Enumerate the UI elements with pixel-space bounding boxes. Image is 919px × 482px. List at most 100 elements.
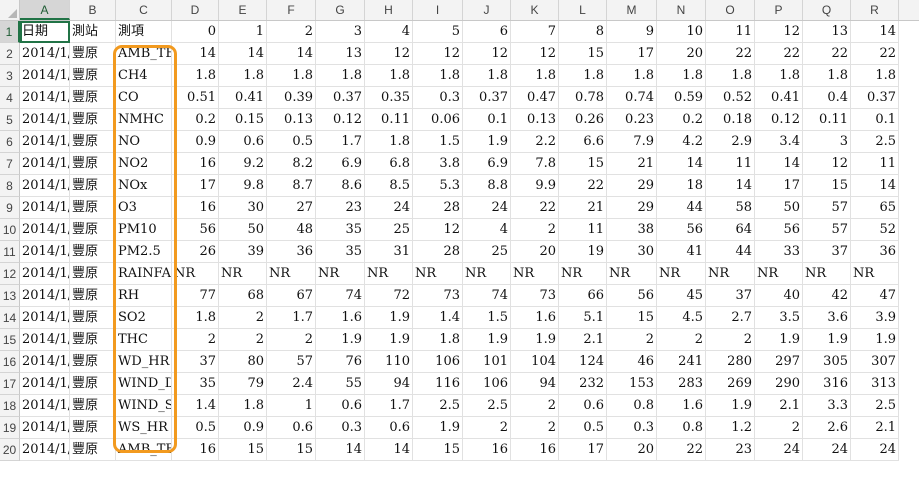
cell-a1[interactable]: 日期 (20, 21, 70, 43)
cell-k19[interactable]: 2 (511, 417, 559, 439)
cell-r9[interactable]: 65 (851, 197, 899, 219)
cell-c10[interactable]: PM10 (116, 219, 172, 241)
cell-l12[interactable]: NR (559, 263, 607, 285)
cell-n3[interactable]: 1.8 (657, 65, 706, 87)
cell-f19[interactable]: 0.6 (267, 417, 316, 439)
cell-k13[interactable]: 73 (511, 285, 559, 307)
cell-k18[interactable]: 2 (511, 395, 559, 417)
cell-d20[interactable]: 16 (172, 439, 219, 461)
cell-g3[interactable]: 1.8 (316, 65, 365, 87)
cell-k20[interactable]: 16 (511, 439, 559, 461)
cell-g20[interactable]: 14 (316, 439, 365, 461)
cell-o18[interactable]: 1.9 (706, 395, 755, 417)
cell-m12[interactable]: NR (607, 263, 657, 285)
cell-g18[interactable]: 0.6 (316, 395, 365, 417)
cell-e11[interactable]: 39 (219, 241, 267, 263)
cell-d16[interactable]: 37 (172, 351, 219, 373)
cell-l6[interactable]: 6.6 (559, 131, 607, 153)
cell-r12[interactable]: NR (851, 263, 899, 285)
cell-l19[interactable]: 0.5 (559, 417, 607, 439)
cell-r15[interactable]: 1.9 (851, 329, 899, 351)
cell-j17[interactable]: 106 (463, 373, 511, 395)
row-header-18[interactable]: 18 (0, 395, 20, 417)
cell-a2[interactable]: 2014/1/1 (20, 43, 70, 65)
cell-g19[interactable]: 0.3 (316, 417, 365, 439)
cell-n2[interactable]: 20 (657, 43, 706, 65)
cell-k16[interactable]: 104 (511, 351, 559, 373)
cell-b18[interactable]: 豐原 (70, 395, 116, 417)
cell-p13[interactable]: 40 (755, 285, 803, 307)
cell-e7[interactable]: 9.2 (219, 153, 267, 175)
cell-p9[interactable]: 50 (755, 197, 803, 219)
cell-n6[interactable]: 4.2 (657, 131, 706, 153)
column-header-r[interactable]: R (851, 0, 899, 20)
cell-q19[interactable]: 2.6 (803, 417, 851, 439)
cell-i2[interactable]: 12 (413, 43, 463, 65)
cell-g15[interactable]: 1.9 (316, 329, 365, 351)
cell-n14[interactable]: 4.5 (657, 307, 706, 329)
cell-a7[interactable]: 2014/1/1 (20, 153, 70, 175)
cell-l18[interactable]: 0.6 (559, 395, 607, 417)
cell-l8[interactable]: 22 (559, 175, 607, 197)
cell-c12[interactable]: RAINFALL (116, 263, 172, 285)
cell-i14[interactable]: 1.4 (413, 307, 463, 329)
cell-a12[interactable]: 2014/1/1 (20, 263, 70, 285)
cell-r16[interactable]: 307 (851, 351, 899, 373)
cell-m8[interactable]: 29 (607, 175, 657, 197)
cell-g8[interactable]: 8.6 (316, 175, 365, 197)
cell-f1[interactable]: 2 (267, 21, 316, 43)
cell-h13[interactable]: 72 (365, 285, 413, 307)
cell-p15[interactable]: 1.9 (755, 329, 803, 351)
cell-q4[interactable]: 0.4 (803, 87, 851, 109)
column-header-i[interactable]: I (413, 0, 463, 20)
cell-m14[interactable]: 15 (607, 307, 657, 329)
cell-q6[interactable]: 3 (803, 131, 851, 153)
cell-k10[interactable]: 2 (511, 219, 559, 241)
cell-e12[interactable]: NR (219, 263, 267, 285)
cell-j10[interactable]: 4 (463, 219, 511, 241)
cell-e10[interactable]: 50 (219, 219, 267, 241)
cell-b2[interactable]: 豐原 (70, 43, 116, 65)
cell-m6[interactable]: 7.9 (607, 131, 657, 153)
cell-a3[interactable]: 2014/1/1 (20, 65, 70, 87)
cell-h18[interactable]: 1.7 (365, 395, 413, 417)
cell-l11[interactable]: 19 (559, 241, 607, 263)
cell-b20[interactable]: 豐原 (70, 439, 116, 461)
cell-f16[interactable]: 57 (267, 351, 316, 373)
column-header-e[interactable]: E (219, 0, 267, 20)
cell-n18[interactable]: 1.6 (657, 395, 706, 417)
cell-n10[interactable]: 56 (657, 219, 706, 241)
cell-o14[interactable]: 2.7 (706, 307, 755, 329)
cell-n7[interactable]: 14 (657, 153, 706, 175)
cell-r6[interactable]: 2.5 (851, 131, 899, 153)
cell-f17[interactable]: 2.4 (267, 373, 316, 395)
cell-r7[interactable]: 11 (851, 153, 899, 175)
row-header-16[interactable]: 16 (0, 351, 20, 373)
cell-g1[interactable]: 3 (316, 21, 365, 43)
cell-d19[interactable]: 0.5 (172, 417, 219, 439)
cell-i6[interactable]: 1.5 (413, 131, 463, 153)
column-header-b[interactable]: B (70, 0, 116, 20)
cell-p11[interactable]: 33 (755, 241, 803, 263)
cell-l5[interactable]: 0.26 (559, 109, 607, 131)
cell-j7[interactable]: 6.9 (463, 153, 511, 175)
cell-a20[interactable]: 2014/1/2 (20, 439, 70, 461)
cell-n20[interactable]: 22 (657, 439, 706, 461)
cell-h16[interactable]: 110 (365, 351, 413, 373)
cell-d10[interactable]: 56 (172, 219, 219, 241)
cell-f13[interactable]: 67 (267, 285, 316, 307)
cell-e1[interactable]: 1 (219, 21, 267, 43)
cell-e15[interactable]: 2 (219, 329, 267, 351)
cell-e4[interactable]: 0.41 (219, 87, 267, 109)
cell-d2[interactable]: 14 (172, 43, 219, 65)
cell-f20[interactable]: 15 (267, 439, 316, 461)
column-header-n[interactable]: N (657, 0, 706, 20)
cell-o19[interactable]: 1.2 (706, 417, 755, 439)
cell-n4[interactable]: 0.59 (657, 87, 706, 109)
cell-g10[interactable]: 35 (316, 219, 365, 241)
cell-f9[interactable]: 27 (267, 197, 316, 219)
cell-p18[interactable]: 2.1 (755, 395, 803, 417)
cell-n5[interactable]: 0.2 (657, 109, 706, 131)
row-header-17[interactable]: 17 (0, 373, 20, 395)
cell-j15[interactable]: 1.9 (463, 329, 511, 351)
